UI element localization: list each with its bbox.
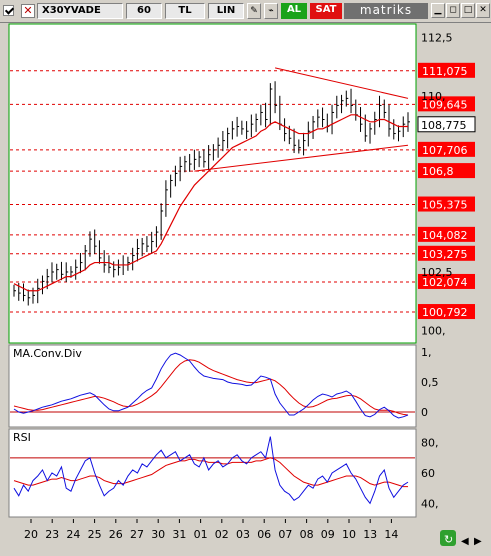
x-tick-label: 03 bbox=[236, 528, 250, 541]
level-label: 106,8 bbox=[422, 165, 454, 178]
rsi-layer bbox=[10, 436, 415, 505]
x-tick-label: 20 bbox=[24, 528, 38, 541]
price-tick-label: 100, bbox=[421, 325, 446, 338]
draw-tool-icon[interactable]: ⌁ bbox=[264, 3, 278, 19]
symbol-menu-icon[interactable]: ✕ bbox=[21, 4, 35, 18]
period-field[interactable]: 60 bbox=[126, 3, 162, 19]
rsi-ma-line bbox=[13, 457, 408, 488]
macd-tick-label: 0 bbox=[421, 406, 428, 419]
x-tick-label: 13 bbox=[363, 528, 377, 541]
sell-button[interactable]: SAT bbox=[310, 3, 342, 19]
brand-logo: matriks bbox=[344, 3, 428, 19]
maximize-icon[interactable]: □ bbox=[461, 3, 475, 18]
x-tick-label: 27 bbox=[130, 528, 144, 541]
price-pane bbox=[8, 23, 417, 344]
price-tick-label: 102,5 bbox=[421, 266, 453, 279]
trendline bbox=[274, 67, 409, 99]
macd-pane bbox=[8, 344, 417, 428]
last-price-box bbox=[417, 116, 476, 133]
x-tick-label: 06 bbox=[257, 528, 271, 541]
macd-line bbox=[13, 352, 409, 419]
level-label: 102,074 bbox=[422, 276, 468, 289]
minimize-icon[interactable]: ▁ bbox=[431, 3, 445, 18]
x-tick-label: 01 bbox=[194, 528, 208, 541]
pencil-icon[interactable]: ✎ bbox=[247, 3, 261, 19]
price-tick-label: 110, bbox=[421, 90, 446, 103]
level-box bbox=[418, 62, 475, 78]
ma-series-line bbox=[13, 114, 408, 292]
price-layer bbox=[10, 67, 415, 313]
level-box bbox=[418, 245, 475, 261]
level-box bbox=[418, 163, 475, 179]
x-tick-label: 07 bbox=[278, 528, 292, 541]
close-icon[interactable]: ✕ bbox=[476, 3, 490, 18]
level-label: 105,375 bbox=[422, 199, 468, 212]
macd-tick-label: 0,5 bbox=[421, 376, 439, 389]
macd-layer bbox=[10, 352, 415, 419]
level-box bbox=[418, 226, 475, 242]
rsi-tick-label: 40, bbox=[421, 497, 439, 510]
checkbox-icon[interactable] bbox=[3, 5, 14, 16]
level-label: 107,706 bbox=[422, 144, 468, 157]
x-tick-label: 14 bbox=[384, 528, 398, 541]
scroll-left-icon[interactable]: ◀ bbox=[461, 536, 469, 547]
trendline bbox=[194, 144, 409, 172]
level-label: 104,082 bbox=[422, 229, 468, 242]
symbol-field[interactable]: X30YVADE bbox=[37, 3, 123, 19]
level-box bbox=[418, 304, 475, 320]
level-box bbox=[418, 273, 475, 289]
scale-field[interactable]: LIN bbox=[208, 3, 244, 19]
x-tick-label: 31 bbox=[172, 528, 186, 541]
x-tick-label: 08 bbox=[300, 528, 314, 541]
axis-layer: 111,075 109,645 107,706 106,8 105,375 104,082… bbox=[24, 31, 476, 541]
macd-signal-line bbox=[13, 359, 409, 416]
currency-field[interactable]: TL bbox=[165, 3, 205, 19]
macd-tick-label: 1, bbox=[421, 346, 432, 359]
level-box bbox=[418, 196, 475, 212]
rsi-tick-label: 60 bbox=[421, 467, 435, 480]
refresh-glyph: ↻ bbox=[444, 533, 453, 546]
rsi-line bbox=[13, 436, 409, 505]
refresh-icon[interactable] bbox=[440, 530, 456, 546]
toolbar: ✕ X30YVADE 60 TL LIN ✎ ⌁ AL SAT matriks … bbox=[0, 0, 491, 23]
x-axis-bar bbox=[9, 519, 416, 553]
rsi-pane bbox=[8, 428, 417, 518]
x-tick-label: 09 bbox=[321, 528, 335, 541]
x-tick-label: 30 bbox=[151, 528, 165, 541]
level-label: 111,075 bbox=[422, 65, 468, 78]
x-tick-label: 24 bbox=[66, 528, 80, 541]
rsi-title: RSI bbox=[13, 431, 31, 444]
x-tick-label: 23 bbox=[45, 528, 59, 541]
x-tick-label: 25 bbox=[88, 528, 102, 541]
level-box bbox=[418, 141, 475, 157]
level-box bbox=[418, 96, 475, 112]
x-tick-label: 26 bbox=[109, 528, 123, 541]
x-tick-label: 02 bbox=[215, 528, 229, 541]
price-tick-label: 112,5 bbox=[421, 31, 453, 44]
level-label: 109,645 bbox=[422, 98, 468, 111]
x-tick-label: 10 bbox=[342, 528, 356, 541]
restore-icon[interactable]: ◻ bbox=[446, 3, 460, 18]
buy-button[interactable]: AL bbox=[281, 3, 307, 19]
level-label: 100,792 bbox=[422, 306, 468, 319]
rsi-tick-label: 80, bbox=[421, 437, 439, 450]
level-label: 103,275 bbox=[422, 248, 468, 261]
scroll-right-icon[interactable]: ▶ bbox=[474, 536, 482, 547]
macd-title: MA.Conv.Div bbox=[13, 347, 82, 360]
last-price-label: 108,775 bbox=[421, 119, 467, 132]
